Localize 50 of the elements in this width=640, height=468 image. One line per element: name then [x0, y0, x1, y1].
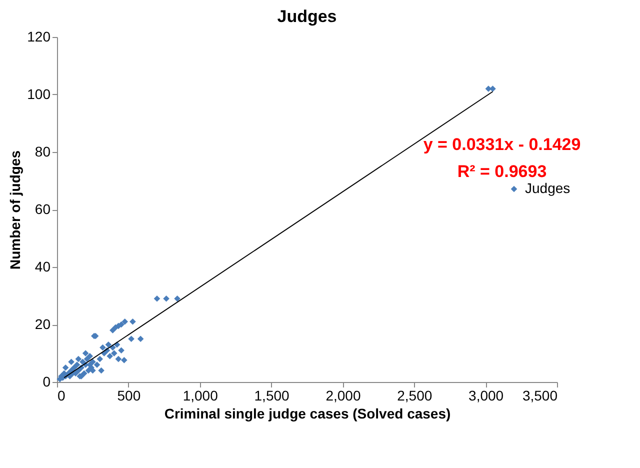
point [80, 358, 86, 366]
x-tick-label: 2,500 [397, 388, 432, 404]
point [106, 352, 114, 360]
point [110, 327, 116, 334]
point [96, 356, 104, 362]
point [118, 321, 124, 328]
legend-label: Judges [525, 180, 570, 196]
point [120, 356, 128, 364]
point [82, 350, 89, 356]
annotation: y = 0.0331x - 0.1429 [423, 135, 581, 154]
point [100, 344, 106, 351]
x-tick-label: 1,000 [182, 388, 218, 404]
y-axis-title: Number of judges [7, 150, 24, 270]
x-tick-label: 3,500 [522, 388, 558, 404]
x-axis-title: Criminal single judge cases (Solved cases) [164, 406, 451, 422]
point [86, 362, 94, 368]
x-tick-label: 0 [58, 388, 66, 404]
point [105, 341, 112, 348]
point [98, 367, 104, 374]
point [174, 295, 180, 302]
y-tick-label: 120 [27, 28, 51, 44]
x-tick-label: 3,000 [468, 388, 504, 404]
y-tick-label: 40 [34, 258, 51, 274]
annotation: R² = 0.9693 [457, 162, 547, 181]
point [110, 350, 118, 356]
point [86, 352, 94, 360]
point [137, 336, 144, 342]
point [90, 367, 96, 374]
point [68, 358, 74, 366]
chart-title: Judges [277, 7, 337, 26]
y-tick-label: 0 [42, 374, 51, 390]
y-tick-label: 20 [34, 316, 51, 332]
point [163, 295, 170, 302]
y-tick-label: 60 [34, 201, 51, 217]
point [62, 364, 69, 371]
point [130, 318, 136, 325]
point [154, 295, 160, 302]
x-tick-label: 2,000 [326, 388, 361, 404]
x-tick-label: 500 [117, 388, 141, 404]
y-tick-label: 80 [34, 144, 51, 160]
point [74, 362, 80, 368]
x-tick-label: 1,500 [254, 388, 290, 404]
point [115, 356, 122, 362]
y-tick-label: 100 [27, 86, 51, 102]
point [75, 356, 82, 362]
point [118, 347, 124, 354]
point [122, 318, 128, 325]
point [84, 356, 90, 362]
point [94, 362, 100, 368]
point [128, 336, 134, 342]
